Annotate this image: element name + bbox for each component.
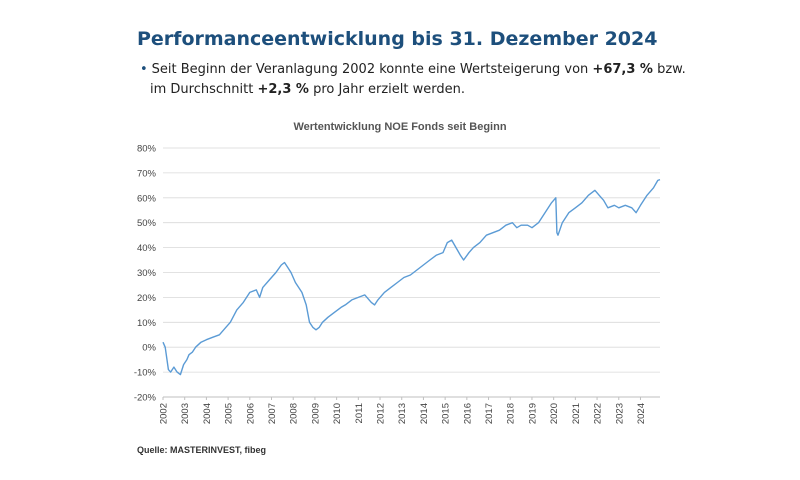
bullet-text-1: Seit Beginn der Veranlagung 2002 konnte …: [151, 62, 593, 77]
chart-gridlines: [163, 147, 660, 398]
bullet-line-2: im Durchschnitt +2,3 % pro Jahr erzielt …: [140, 80, 686, 100]
x-tick-label: 2008: [289, 403, 300, 424]
bullet-icon: •: [140, 62, 148, 77]
y-tick-label: 20%: [137, 293, 157, 304]
chart-series: [162, 178, 661, 376]
page-title: Performanceentwicklung bis 31. Dezember …: [137, 28, 658, 50]
bullet-value-total: +67,3 %: [592, 62, 653, 77]
x-tick-label: 2002: [159, 403, 170, 424]
x-tick-label: 2024: [636, 403, 647, 424]
x-tick-label: 2006: [245, 403, 256, 424]
x-tick-label: 2018: [506, 403, 517, 424]
x-axis-ticks: 2002 2003 2004 2005 2006 2007 2008 2009 2010 2011…: [159, 397, 647, 424]
summary-bullet: • Seit Beginn der Veranlagung 2002 konnte…: [140, 60, 686, 100]
bullet-text-2: bzw.: [652, 62, 686, 77]
y-tick-label: -10%: [134, 368, 157, 379]
x-tick-label: 2020: [549, 403, 560, 424]
x-tick-label: 2017: [484, 403, 495, 424]
y-tick-label: -20%: [134, 393, 157, 404]
x-tick-label: 2009: [310, 403, 321, 424]
y-tick-label: 70%: [137, 168, 157, 179]
x-tick-label: 2010: [332, 403, 343, 424]
x-tick-label: 2012: [376, 403, 387, 424]
x-tick-label: 2003: [180, 403, 191, 424]
x-tick-label: 2007: [267, 403, 278, 424]
y-tick-label: 0%: [142, 343, 156, 354]
x-tick-label: 2013: [397, 403, 408, 424]
chart-title: Wertentwicklung NOE Fonds seit Beginn: [293, 121, 507, 133]
x-tick-label: 2005: [224, 403, 235, 424]
x-tick-label: 2021: [571, 403, 582, 424]
series-line: [162, 178, 661, 376]
y-tick-label: 60%: [137, 193, 157, 204]
x-tick-label: 2011: [354, 403, 365, 423]
y-tick-label: 10%: [137, 318, 157, 329]
y-axis-ticks: -20% -10% 0% 10% 20% 30% 40% 50% 60% 70% 80%: [134, 144, 157, 404]
x-tick-label: 2004: [202, 403, 213, 424]
x-tick-label: 2019: [527, 403, 538, 424]
x-tick-label: 2023: [614, 403, 625, 424]
x-tick-label: 2014: [419, 403, 430, 424]
y-tick-label: 40%: [137, 243, 157, 254]
bullet-text-3: im Durchschnitt: [150, 82, 258, 97]
source-note: Quelle: MASTERINVEST, fibeg: [137, 445, 267, 455]
y-tick-label: 50%: [137, 218, 157, 229]
x-tick-label: 2022: [593, 403, 604, 424]
x-tick-label: 2015: [441, 403, 452, 424]
bullet-value-annual: +2,3 %: [257, 82, 309, 97]
bullet-text-4: pro Jahr erzielt werden.: [308, 82, 465, 97]
x-tick-label: 2016: [462, 403, 473, 424]
y-tick-label: 80%: [137, 144, 157, 155]
y-tick-label: 30%: [137, 268, 157, 279]
